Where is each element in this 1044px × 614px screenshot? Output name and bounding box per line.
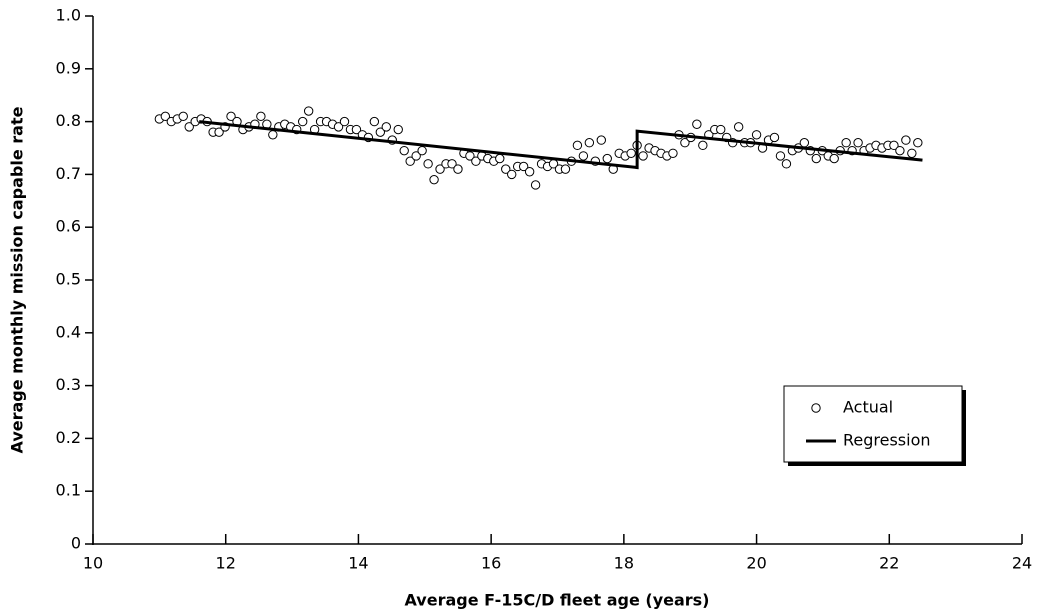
y-tick-label: 0.5 [56, 270, 81, 289]
data-point [214, 127, 224, 137]
data-point [799, 138, 810, 148]
data-point [913, 138, 923, 148]
data-point [895, 145, 905, 156]
y-tick-label: 0.3 [56, 375, 81, 394]
x-tick-label: 20 [746, 554, 766, 573]
data-point [507, 169, 517, 180]
data-point [333, 122, 344, 132]
data-point [889, 140, 899, 151]
legend [783, 385, 963, 463]
y-tick-label: 0.8 [56, 111, 81, 130]
data-point [901, 135, 911, 145]
regression-line [199, 120, 923, 170]
x-tick-label: 10 [83, 554, 103, 573]
x-tick-label: 16 [481, 554, 501, 573]
data-point [411, 151, 421, 161]
data-point [471, 156, 481, 166]
data-point [160, 111, 171, 122]
x-tick-label: 12 [216, 554, 236, 573]
data-point [668, 148, 678, 158]
data-point [268, 130, 278, 140]
x-tick-label: 22 [879, 554, 899, 573]
data-point [781, 159, 792, 169]
data-point [907, 148, 917, 158]
data-point [578, 151, 589, 161]
data-point [256, 111, 266, 122]
data-point [417, 145, 427, 156]
data-point [429, 174, 439, 185]
legend-marker [811, 403, 821, 413]
y-tick-label: 1.0 [56, 6, 81, 25]
data-point [638, 151, 648, 161]
data-point [560, 164, 571, 174]
data-point [733, 122, 744, 132]
data-point [698, 140, 708, 151]
data-point [465, 151, 475, 161]
data-point [303, 106, 314, 116]
y-tick-label: 0.4 [56, 322, 81, 341]
y-tick-label: 0.9 [56, 58, 81, 77]
data-point [501, 164, 511, 174]
data-point [351, 124, 362, 135]
data-point [596, 135, 606, 145]
data-point [405, 156, 415, 166]
data-point [339, 116, 350, 127]
data-point [375, 127, 386, 137]
data-point [775, 151, 786, 161]
data-point [435, 164, 445, 174]
y-axis-title: Average monthly mission capable rate [8, 106, 27, 453]
data-point [680, 138, 690, 148]
data-point [841, 138, 851, 148]
legend-label: Actual [843, 398, 893, 417]
data-point [572, 140, 583, 151]
data-point [399, 145, 409, 156]
data-point [530, 180, 541, 190]
data-point [184, 122, 194, 132]
data-point [453, 164, 463, 174]
data-point [381, 122, 391, 132]
legend-label: Regression [843, 431, 931, 450]
data-point [751, 130, 762, 140]
data-point [829, 153, 839, 164]
data-point [626, 148, 636, 158]
y-tick-label: 0.6 [56, 217, 81, 236]
data-point [226, 111, 236, 122]
data-point [692, 119, 702, 129]
x-axis-title: Average F-15C/D fleet age (years) [404, 591, 709, 610]
y-tick-label: 0.1 [56, 481, 81, 500]
data-point [447, 159, 457, 169]
data-point [716, 124, 726, 135]
x-tick-label: 18 [614, 554, 634, 573]
data-point [518, 161, 529, 172]
data-point [524, 167, 535, 177]
y-tick-label: 0 [71, 534, 81, 553]
data-point [393, 124, 403, 135]
data-point [584, 138, 595, 148]
data-point [602, 153, 612, 164]
data-point [853, 138, 863, 148]
y-tick-label: 0.2 [56, 428, 81, 447]
data-point [297, 116, 308, 127]
x-tick-label: 24 [1012, 554, 1032, 573]
x-tick-label: 14 [348, 554, 368, 573]
y-tick-label: 0.7 [56, 164, 81, 183]
data-point [423, 159, 433, 169]
data-point [495, 153, 505, 164]
data-point [769, 132, 780, 143]
data-point [178, 111, 188, 122]
data-point [369, 116, 380, 127]
data-point [811, 153, 821, 164]
